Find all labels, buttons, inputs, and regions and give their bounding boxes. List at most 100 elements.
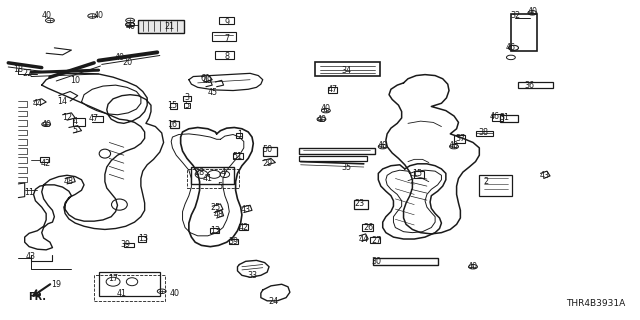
Text: 43: 43 [26,252,36,261]
Bar [476,131,493,136]
Text: 4: 4 [220,168,225,177]
Text: 33: 33 [247,271,257,280]
Bar [99,272,161,296]
Text: 4: 4 [73,116,77,126]
Bar [138,236,146,242]
Text: 2: 2 [483,177,488,186]
Text: 40: 40 [41,120,51,129]
Bar [236,133,242,138]
Text: 40: 40 [449,141,459,150]
Text: 40: 40 [527,7,538,16]
Text: 44: 44 [359,235,369,244]
Bar [373,258,438,265]
Text: 37: 37 [455,134,465,143]
Bar [500,115,518,122]
Text: 47: 47 [89,114,99,123]
Bar [511,14,538,51]
Bar [74,118,84,126]
Text: 14: 14 [58,97,68,106]
Text: 11: 11 [24,188,34,197]
Text: 40: 40 [378,141,388,150]
Text: 30: 30 [371,258,381,267]
Text: 31: 31 [500,114,509,123]
Text: 35: 35 [342,164,352,172]
Bar [233,153,243,159]
Text: 20: 20 [122,58,132,67]
Bar [170,103,177,109]
Bar [191,167,234,184]
Text: 46: 46 [506,43,516,52]
Bar [362,224,373,231]
Bar [229,239,238,244]
Bar [263,147,276,156]
Bar [479,175,512,196]
Text: 41: 41 [117,289,127,298]
Text: 40: 40 [125,22,135,31]
Text: 21: 21 [165,22,175,31]
Bar [211,228,219,233]
Bar [212,32,236,42]
Bar [239,224,248,230]
Text: 34: 34 [342,66,352,75]
Bar [328,87,337,93]
Bar [370,237,380,244]
Bar [518,82,553,88]
Bar [184,103,190,108]
Bar [216,51,234,59]
Text: 49: 49 [203,76,213,85]
Text: 39: 39 [121,240,131,249]
Text: 8: 8 [224,52,229,61]
Text: 22: 22 [22,69,33,78]
Text: 48: 48 [64,177,74,186]
Text: 43: 43 [540,171,550,180]
Bar [124,243,134,247]
Text: 17: 17 [108,274,118,283]
Text: 26: 26 [363,223,373,232]
Bar [138,20,184,33]
Text: 27: 27 [371,236,381,245]
Bar [299,148,374,154]
Text: 42: 42 [239,223,249,232]
Text: 10: 10 [70,76,80,85]
Text: 19: 19 [51,280,61,289]
Text: 29: 29 [262,159,272,168]
Text: 51: 51 [232,152,243,161]
Text: 40: 40 [468,262,478,271]
Bar [299,156,367,161]
Text: 40: 40 [41,12,51,20]
Text: 32: 32 [510,12,520,20]
Text: 23: 23 [355,198,364,207]
Bar [414,171,424,178]
Bar [170,121,179,128]
Text: 6: 6 [200,74,205,83]
Text: 5: 5 [184,101,189,110]
Bar [40,157,49,162]
Bar [454,135,465,143]
Text: 12: 12 [62,114,72,123]
Text: 40: 40 [115,53,124,62]
Text: 24: 24 [268,297,278,306]
Text: 39: 39 [228,237,238,246]
Text: 40: 40 [321,104,331,113]
Bar [187,169,239,188]
Text: 41: 41 [203,174,213,183]
Text: 40: 40 [170,289,179,298]
Text: 42: 42 [41,159,51,168]
Text: 13: 13 [211,226,220,235]
Text: 13: 13 [138,234,148,243]
Text: 15: 15 [168,101,177,110]
Text: 28: 28 [195,168,205,177]
Text: 47: 47 [327,85,337,94]
Text: 46: 46 [490,112,499,121]
Text: FR.: FR. [28,292,46,302]
Text: 44: 44 [32,99,42,108]
Text: 9: 9 [224,18,229,27]
Text: 5: 5 [218,182,223,191]
Bar [94,275,165,301]
Text: 7: 7 [224,35,229,44]
Text: 50: 50 [262,145,272,154]
Bar [315,62,380,76]
Bar [492,114,503,121]
Bar [218,17,234,24]
Text: 25: 25 [211,203,221,212]
